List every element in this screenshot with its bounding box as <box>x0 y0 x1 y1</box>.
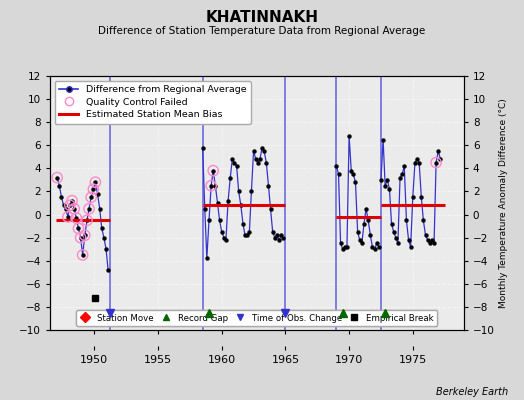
Point <box>209 168 217 174</box>
Point <box>74 225 83 232</box>
Text: Difference of Station Temperature Data from Regional Average: Difference of Station Temperature Data f… <box>99 26 425 36</box>
Point <box>53 174 61 181</box>
Point <box>66 202 74 208</box>
Point <box>89 186 97 192</box>
Point <box>207 182 215 189</box>
Point <box>70 206 79 212</box>
Point <box>64 214 72 220</box>
Point <box>77 234 85 241</box>
Point <box>79 252 87 258</box>
Point <box>87 194 95 200</box>
Text: KHATINNAKH: KHATINNAKH <box>205 10 319 25</box>
Point <box>83 217 91 224</box>
Y-axis label: Monthly Temperature Anomaly Difference (°C): Monthly Temperature Anomaly Difference (… <box>499 98 508 308</box>
Point <box>432 159 440 166</box>
Point <box>72 215 81 221</box>
Point <box>68 198 77 204</box>
Point <box>81 232 89 238</box>
Point <box>85 206 93 212</box>
Legend: Station Move, Record Gap, Time of Obs. Change, Empirical Break: Station Move, Record Gap, Time of Obs. C… <box>76 310 438 326</box>
Point <box>91 179 100 186</box>
Text: Berkeley Earth: Berkeley Earth <box>436 387 508 397</box>
